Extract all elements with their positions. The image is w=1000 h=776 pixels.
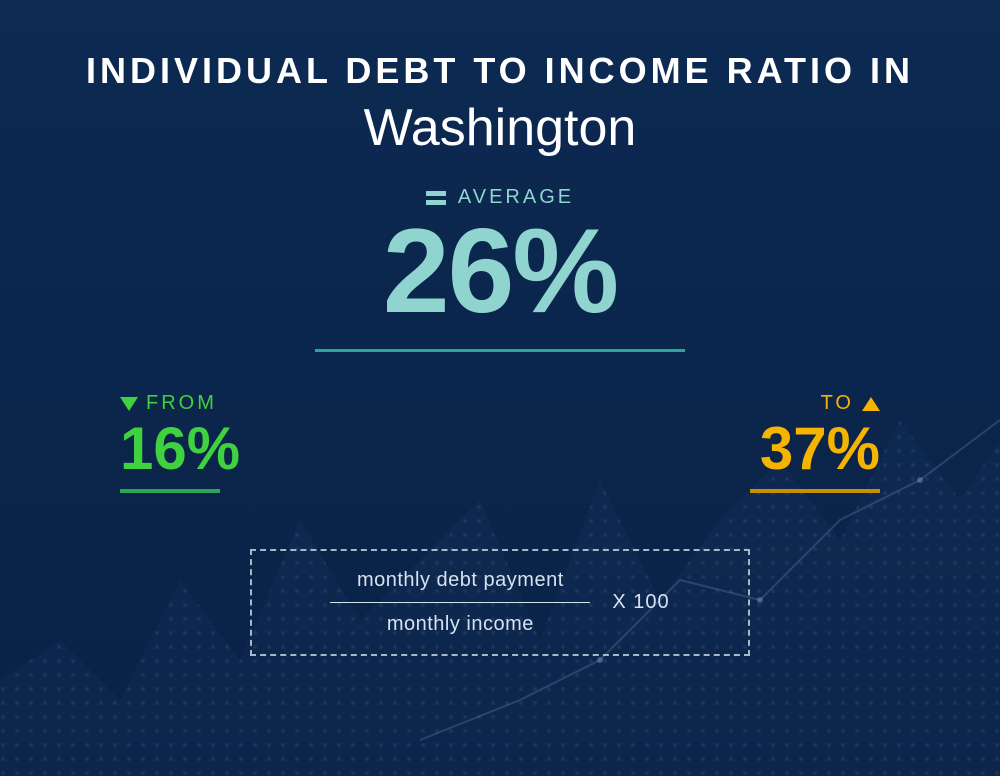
- triangle-up-icon: [862, 397, 880, 411]
- formula-numerator: monthly debt payment: [357, 569, 564, 592]
- average-value: 26%: [0, 211, 1000, 331]
- from-label: FROM: [146, 392, 217, 415]
- formula-multiplier: X 100: [612, 591, 669, 614]
- from-underline: [120, 489, 220, 493]
- title-line2: Washington: [0, 98, 1000, 158]
- from-value: 16%: [120, 419, 240, 479]
- formula-denominator: monthly income: [387, 613, 534, 636]
- from-block: FROM 16%: [120, 392, 240, 493]
- formula-box: monthly debt payment monthly income X 10…: [250, 549, 750, 656]
- fraction-line: [330, 602, 590, 603]
- title-line1: INDIVIDUAL DEBT TO INCOME RATIO IN: [0, 50, 1000, 92]
- to-value: 37%: [750, 419, 880, 479]
- equals-icon: [426, 191, 446, 205]
- to-block: TO 37%: [750, 392, 880, 493]
- average-underline: [315, 349, 685, 352]
- triangle-down-icon: [120, 397, 138, 411]
- to-underline: [750, 489, 880, 493]
- to-label: TO: [821, 392, 854, 415]
